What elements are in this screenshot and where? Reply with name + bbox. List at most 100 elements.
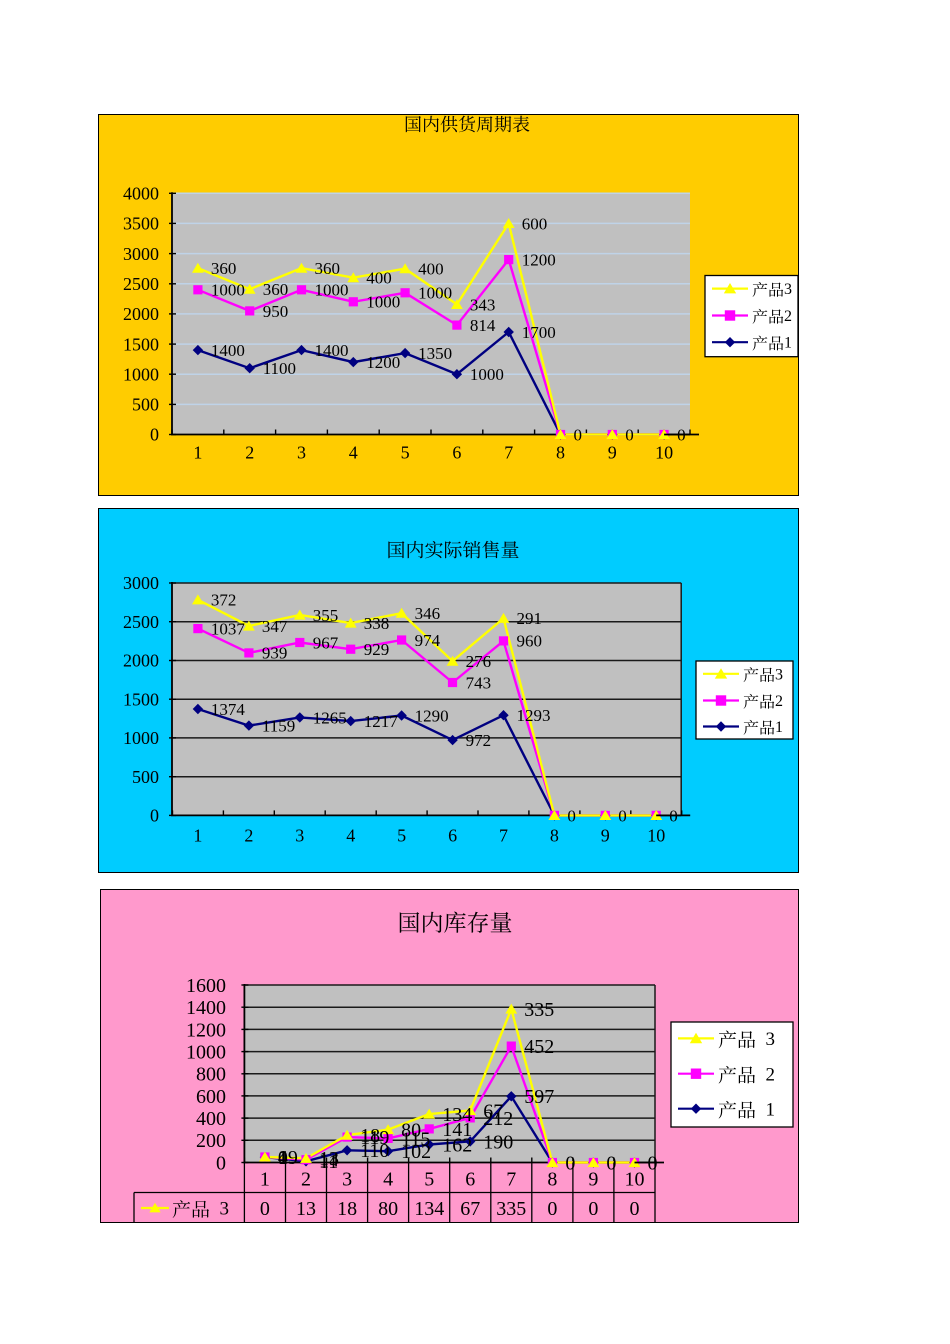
svg-text:355: 355 (313, 606, 339, 625)
svg-text:5: 5 (397, 826, 406, 846)
svg-text:1000: 1000 (211, 281, 245, 300)
svg-text:600: 600 (522, 214, 548, 233)
svg-text:1500: 1500 (123, 334, 159, 354)
svg-text:360: 360 (315, 259, 341, 278)
svg-text:929: 929 (364, 640, 390, 659)
svg-text:0: 0 (278, 1147, 288, 1169)
svg-text:452: 452 (524, 1036, 554, 1058)
svg-text:347: 347 (262, 617, 288, 636)
svg-text:0: 0 (216, 1152, 226, 1174)
svg-text:4: 4 (346, 826, 355, 846)
svg-text:967: 967 (313, 633, 339, 652)
svg-text:2: 2 (301, 1168, 311, 1190)
svg-text:291: 291 (517, 609, 543, 628)
svg-text:3: 3 (766, 1029, 776, 1050)
svg-text:6: 6 (452, 443, 461, 463)
svg-text:3: 3 (297, 443, 306, 463)
svg-text:335: 335 (524, 999, 554, 1021)
svg-text:0: 0 (547, 1198, 557, 1220)
svg-text:360: 360 (263, 280, 289, 299)
svg-text:3: 3 (220, 1199, 230, 1220)
svg-text:1200: 1200 (186, 1019, 226, 1041)
svg-text:1: 1 (775, 719, 783, 736)
svg-text:6: 6 (465, 1168, 475, 1190)
svg-text:1374: 1374 (211, 700, 246, 719)
svg-text:4: 4 (349, 443, 358, 463)
svg-text:0: 0 (630, 1198, 640, 1220)
svg-text:338: 338 (364, 614, 390, 633)
svg-text:110: 110 (360, 1140, 389, 1162)
svg-text:2: 2 (244, 826, 253, 846)
svg-text:134: 134 (414, 1198, 444, 1220)
svg-text:18: 18 (337, 1198, 357, 1220)
svg-text:3000: 3000 (123, 573, 159, 593)
svg-text:0: 0 (260, 1198, 270, 1220)
svg-text:1000: 1000 (366, 293, 400, 312)
svg-text:0: 0 (648, 1152, 658, 1174)
svg-text:0: 0 (565, 1152, 575, 1174)
svg-text:1: 1 (260, 1168, 270, 1190)
svg-text:372: 372 (211, 591, 237, 610)
svg-text:2: 2 (766, 1064, 776, 1085)
svg-text:6: 6 (448, 826, 457, 846)
svg-text:212: 212 (483, 1108, 513, 1130)
svg-text:134: 134 (442, 1104, 472, 1126)
svg-text:3: 3 (342, 1168, 352, 1190)
svg-text:400: 400 (196, 1108, 226, 1130)
svg-text:115: 115 (401, 1128, 430, 1150)
svg-text:939: 939 (262, 644, 288, 663)
svg-text:1500: 1500 (123, 689, 159, 709)
svg-text:0: 0 (606, 1152, 616, 1174)
svg-text:1100: 1100 (263, 359, 296, 378)
svg-text:1: 1 (193, 826, 202, 846)
svg-text:1000: 1000 (186, 1042, 226, 1064)
svg-text:1: 1 (278, 1147, 288, 1169)
svg-text:80: 80 (378, 1198, 398, 1220)
svg-text:3: 3 (775, 666, 783, 683)
svg-text:1400: 1400 (211, 341, 245, 360)
svg-text:67: 67 (460, 1198, 480, 1220)
svg-text:1350: 1350 (418, 344, 452, 363)
svg-text:5: 5 (424, 1168, 434, 1190)
svg-text:950: 950 (263, 302, 289, 321)
svg-text:0: 0 (150, 425, 159, 445)
svg-text:1265: 1265 (313, 708, 347, 727)
svg-text:2500: 2500 (123, 274, 159, 294)
svg-text:597: 597 (524, 1086, 554, 1108)
svg-text:960: 960 (517, 632, 543, 651)
svg-text:2000: 2000 (123, 304, 159, 324)
svg-text:2: 2 (245, 443, 254, 463)
svg-text:190: 190 (483, 1131, 513, 1153)
svg-text:0: 0 (150, 806, 159, 826)
svg-text:400: 400 (366, 269, 392, 288)
svg-text:0: 0 (618, 806, 627, 825)
svg-text:4000: 4000 (123, 184, 159, 204)
svg-text:0: 0 (588, 1198, 598, 1220)
svg-text:8: 8 (547, 1168, 557, 1190)
svg-text:9: 9 (601, 826, 610, 846)
svg-text:1200: 1200 (366, 353, 400, 372)
svg-text:1400: 1400 (186, 997, 226, 1019)
svg-text:600: 600 (196, 1086, 226, 1108)
svg-text:3500: 3500 (123, 214, 159, 234)
svg-text:13: 13 (296, 1198, 316, 1220)
svg-text:1400: 1400 (315, 341, 349, 360)
svg-text:2000: 2000 (123, 651, 159, 671)
svg-text:1000: 1000 (123, 364, 159, 384)
svg-text:49: 49 (278, 1147, 298, 1169)
svg-text:1290: 1290 (415, 706, 449, 725)
svg-text:1000: 1000 (315, 281, 349, 300)
svg-text:7: 7 (504, 443, 513, 463)
svg-text:13: 13 (319, 1148, 339, 1170)
svg-text:1: 1 (193, 443, 202, 463)
svg-text:119: 119 (360, 1127, 389, 1149)
svg-text:814: 814 (470, 316, 496, 335)
svg-text:80: 80 (401, 1120, 421, 1142)
svg-text:67: 67 (483, 1100, 503, 1122)
svg-text:162: 162 (442, 1134, 472, 1156)
svg-text:1037: 1037 (211, 620, 246, 639)
svg-text:1159: 1159 (262, 717, 295, 736)
svg-text:7: 7 (506, 1168, 516, 1190)
svg-text:8: 8 (556, 443, 565, 463)
svg-text:1700: 1700 (522, 323, 556, 342)
